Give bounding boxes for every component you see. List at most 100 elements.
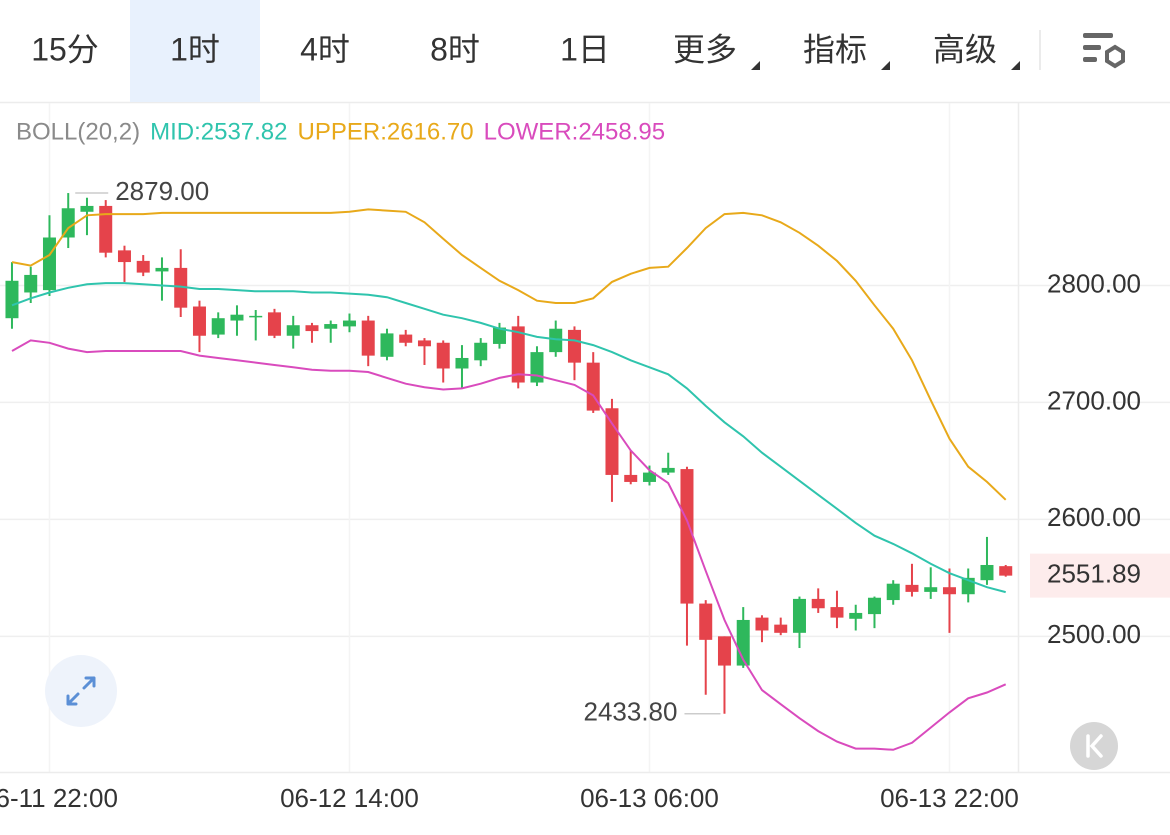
indicator-legend: BOLL(20,2) MID: 2537.82 UPPER: 2616.70 LOWER… xyxy=(16,118,665,145)
tab[interactable]: 4时 xyxy=(300,31,350,67)
candle-body xyxy=(399,334,413,343)
candle-body xyxy=(492,327,506,344)
price-tag-bg xyxy=(1030,553,1170,598)
x-tick-label: 06-12 14:00 xyxy=(280,783,419,813)
candle xyxy=(155,257,169,301)
candle xyxy=(492,322,506,349)
candle xyxy=(530,346,544,387)
candle xyxy=(924,567,938,599)
candle-body xyxy=(286,325,300,336)
candle-body xyxy=(905,584,919,592)
boll-line xyxy=(11,339,1007,751)
tab-label: 高级 xyxy=(933,31,997,67)
candle xyxy=(905,563,919,597)
tab[interactable]: 更多 xyxy=(673,31,760,70)
x-tick-label: 06-13 06:00 xyxy=(580,783,719,813)
candle xyxy=(136,255,150,277)
candle xyxy=(642,465,656,486)
reset-button[interactable] xyxy=(1070,722,1118,770)
legend-name: UPPER: xyxy=(298,118,387,145)
candle-body xyxy=(642,472,656,482)
annotation-label: 2433.80 xyxy=(583,697,677,727)
candle-body xyxy=(774,624,788,633)
candle-body xyxy=(567,329,581,363)
icon-bar xyxy=(1083,45,1101,50)
candle-body xyxy=(605,408,619,475)
tab-label: 更多 xyxy=(673,31,737,67)
indicator-name: BOLL(20,2) xyxy=(16,118,140,145)
candle-body xyxy=(549,328,563,353)
plot-area xyxy=(0,103,1170,772)
candle xyxy=(830,590,844,629)
candle-body xyxy=(174,267,188,308)
candle xyxy=(605,398,619,502)
x-tick-label: 06-13 22:00 xyxy=(880,783,1019,813)
candle-body xyxy=(980,564,994,581)
y-tick-label: 2600.00 xyxy=(1047,502,1141,532)
candle-body xyxy=(249,315,263,318)
candle-body xyxy=(474,342,488,361)
candle-body xyxy=(661,467,675,473)
tab[interactable]: 8时 xyxy=(430,31,480,67)
candle-body xyxy=(211,318,225,335)
candle-body xyxy=(342,320,356,327)
candle xyxy=(192,300,206,353)
candle-body xyxy=(361,320,375,356)
candle xyxy=(717,636,731,714)
candle xyxy=(455,345,469,389)
candle xyxy=(436,340,450,383)
tab-label: 15分 xyxy=(31,31,99,67)
candle-body xyxy=(717,636,731,666)
candle-body xyxy=(924,587,938,592)
candle xyxy=(849,604,863,631)
legend-value: 2616.70 xyxy=(387,118,474,145)
candle-body xyxy=(849,612,863,619)
tab[interactable]: 15分 xyxy=(31,31,99,67)
tab-label: 4时 xyxy=(300,31,350,67)
candle xyxy=(61,193,75,249)
candle-body xyxy=(830,607,844,618)
candle-body xyxy=(324,324,338,329)
candle xyxy=(624,450,638,485)
candle xyxy=(961,568,975,603)
candle-body xyxy=(380,333,394,357)
dropdown-arrow xyxy=(751,61,760,70)
candle xyxy=(342,313,356,333)
candle-body xyxy=(755,617,769,631)
candle xyxy=(699,600,713,695)
candle-body xyxy=(680,469,694,604)
tab[interactable]: 1日 xyxy=(560,31,610,67)
candle xyxy=(361,315,375,367)
candle xyxy=(305,322,319,343)
candle-body xyxy=(305,325,319,332)
candle-body xyxy=(867,597,881,615)
tab[interactable]: 高级 xyxy=(933,31,1020,70)
boll-line xyxy=(11,208,1007,501)
candle xyxy=(324,320,338,343)
annotation-label: 2879.00 xyxy=(115,176,209,206)
tab[interactable]: 1时 xyxy=(130,0,260,102)
expand-button[interactable] xyxy=(45,655,117,727)
candle xyxy=(117,245,131,282)
tab[interactable]: 指标 xyxy=(803,31,890,70)
legend-name: LOWER: xyxy=(484,118,579,145)
candle xyxy=(474,338,488,367)
candle xyxy=(380,328,394,361)
candle xyxy=(399,329,413,347)
y-tick-label: 2500.00 xyxy=(1047,619,1141,649)
candle-body xyxy=(436,342,450,369)
candle xyxy=(417,338,431,365)
candle-body xyxy=(455,357,469,369)
boll-line xyxy=(11,282,1006,594)
candle xyxy=(267,308,281,339)
settings-button[interactable] xyxy=(1083,33,1125,69)
price-tag-label: 2551.89 xyxy=(1047,559,1141,589)
candle xyxy=(942,568,956,633)
candle-body xyxy=(999,566,1013,576)
candle-body xyxy=(792,598,806,633)
candle xyxy=(24,266,38,303)
y-tick-label: 2700.00 xyxy=(1047,385,1141,415)
candle xyxy=(249,310,263,341)
x-tick-label: 06-11 22:00 xyxy=(0,783,118,813)
